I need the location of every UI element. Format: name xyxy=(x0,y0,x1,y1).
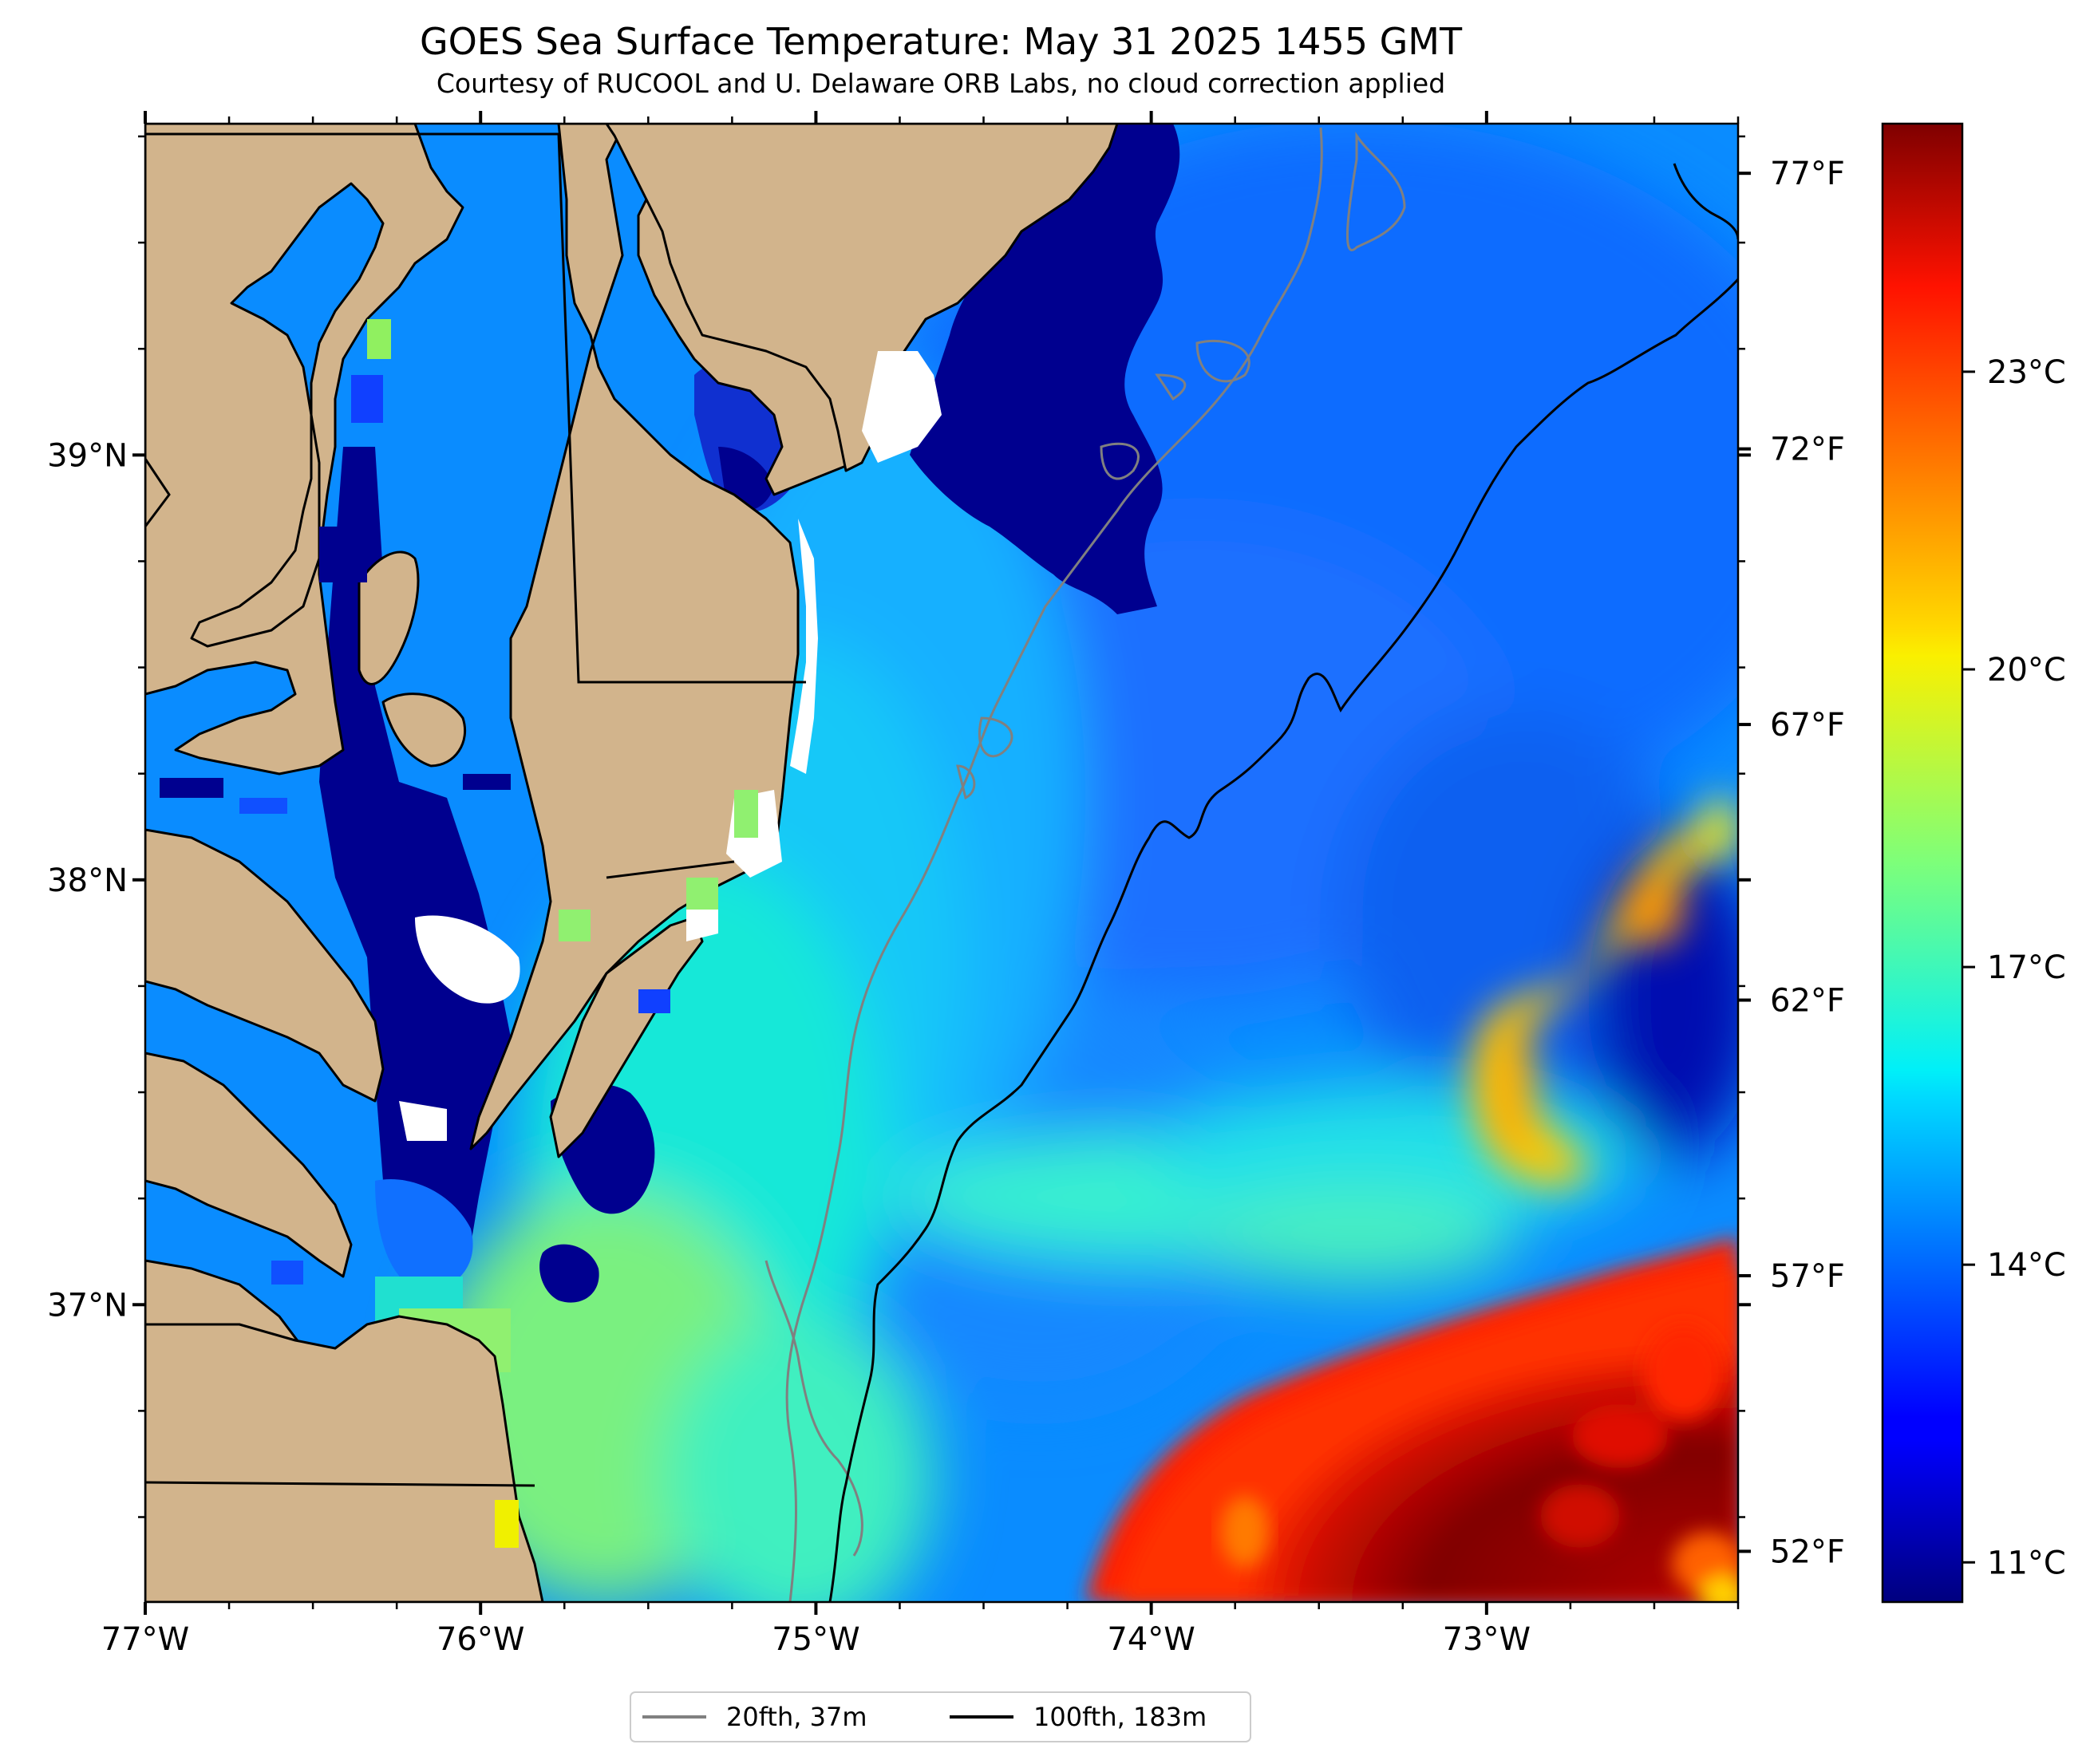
lat-tick-label: 37°N xyxy=(47,1287,128,1324)
colorbar-tick-label: 20°C xyxy=(1987,652,2066,689)
lon-tick-label: 73°W xyxy=(1443,1621,1531,1658)
state-borders xyxy=(145,132,806,1487)
map-area xyxy=(145,124,1738,1602)
isobath-100fth xyxy=(828,278,1738,1602)
fahrenheit-tick-label: 52°F xyxy=(1770,1533,1845,1570)
colorbar xyxy=(1881,122,1964,1604)
colorbar-tick-label: 14°C xyxy=(1987,1247,2066,1284)
land-virginia-necks xyxy=(145,828,385,1103)
land-delmarva xyxy=(469,124,1079,1150)
map-frame xyxy=(144,122,1740,1604)
bay-patches xyxy=(160,319,758,1548)
legend-box xyxy=(630,1691,1251,1742)
colorbar-tick-label: 11°C xyxy=(1987,1545,2066,1581)
cold-upwelling xyxy=(902,124,1180,614)
warm-filament xyxy=(1470,798,1738,1186)
colorbar-tick-label: 17°C xyxy=(1987,949,2066,986)
fahrenheit-tick-label: 57°F xyxy=(1770,1258,1845,1295)
lat-tick-label: 39°N xyxy=(47,437,128,474)
fahrenheit-tick-label: 72°F xyxy=(1770,432,1845,468)
map-ticks: 77°W 76°W 75°W 74°W 73°W 39°N 38°N 37°N 77°F 72°F… xyxy=(47,111,1845,1658)
fahrenheit-tick-label: 62°F xyxy=(1770,983,1845,1020)
lon-tick-label: 74°W xyxy=(1107,1621,1195,1658)
colorbar-tick-label: 23°C xyxy=(1987,354,2066,391)
land-western-shore xyxy=(145,124,464,775)
isobath-20fth xyxy=(785,127,1323,1602)
lon-tick-label: 77°W xyxy=(101,1621,189,1658)
figure-title: GOES Sea Surface Temperature: May 31 202… xyxy=(420,20,1463,63)
lat-tick-label: 38°N xyxy=(47,862,128,899)
lon-tick-label: 75°W xyxy=(772,1621,859,1658)
legend-label-100fth: 100fth, 183m xyxy=(1033,1702,1207,1732)
land-virginia-beach xyxy=(145,1315,544,1602)
gulf-stream-texture xyxy=(1540,1324,1738,1602)
figure-subtitle: Courtesy of RUCOOL and U. Delaware ORB L… xyxy=(437,68,1445,99)
legend: 20fth, 37m 100fth, 183m xyxy=(630,1691,1251,1742)
land-masses xyxy=(145,124,1119,1602)
land-new-jersey xyxy=(605,124,1119,472)
fahrenheit-tick-label: 77°F xyxy=(1770,156,1845,192)
legend-label-20fth: 20fth, 37m xyxy=(726,1702,867,1732)
lon-tick-label: 76°W xyxy=(437,1621,524,1658)
fahrenheit-tick-label: 67°F xyxy=(1770,707,1845,744)
colorbar-ticks: 11°C 14°C 17°C 20°C 23°C xyxy=(1962,354,2066,1581)
